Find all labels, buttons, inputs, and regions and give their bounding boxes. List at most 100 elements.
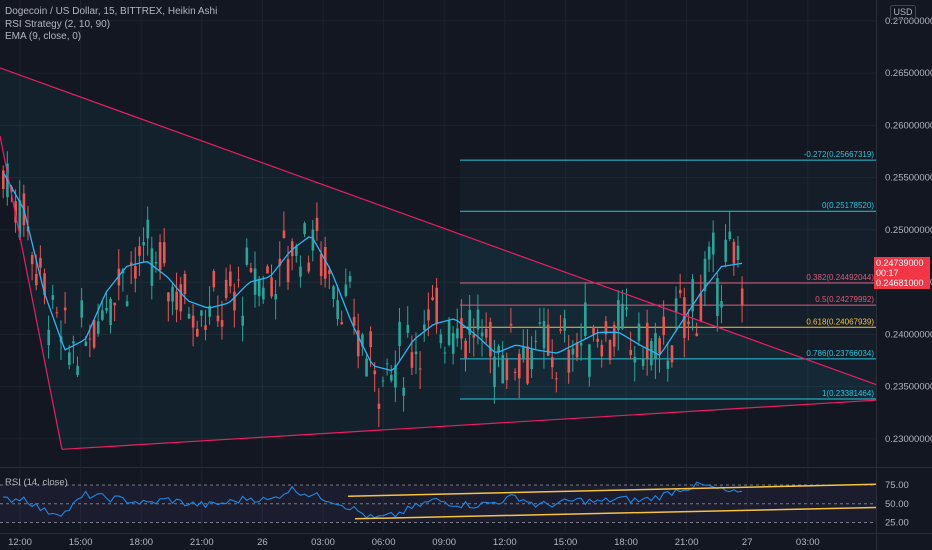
candle-body <box>423 324 426 331</box>
candle-body <box>105 307 108 311</box>
time-tick-label: 18:00 <box>129 537 153 548</box>
candle-body <box>612 324 616 347</box>
last-price: 0.24739000 <box>876 258 924 268</box>
candle-body <box>63 307 67 311</box>
candle-body <box>522 347 525 359</box>
candle-body <box>84 341 88 346</box>
bar-countdown: 00:17 <box>876 268 899 278</box>
candle-body <box>171 286 174 302</box>
candle-body <box>270 277 273 297</box>
rsi-pane <box>0 481 877 523</box>
candle-body <box>435 287 439 325</box>
candle-body <box>68 352 71 365</box>
rsi-upper-channel <box>347 483 877 497</box>
candle-body <box>414 351 418 355</box>
candle-body <box>571 348 575 355</box>
candle-body <box>208 305 211 317</box>
candle-body <box>596 338 599 342</box>
candle-body <box>670 345 674 363</box>
candle-body <box>146 219 150 239</box>
candle-body <box>691 279 694 312</box>
candle-body <box>720 301 723 308</box>
time-tick-label: 21:00 <box>675 537 699 548</box>
candle-body <box>678 289 682 294</box>
candle-body <box>509 323 513 326</box>
candle-body <box>505 359 509 381</box>
candle-body <box>493 356 496 387</box>
candle-body <box>608 340 612 360</box>
currency-button[interactable]: USD <box>890 5 916 20</box>
candle-body <box>162 242 166 264</box>
candle-body <box>427 309 430 321</box>
candle-body <box>443 352 447 354</box>
candle-body <box>35 273 38 286</box>
candle-body <box>295 246 298 256</box>
candle-body <box>150 248 154 286</box>
candle-body <box>385 363 389 365</box>
candle-body <box>266 266 269 274</box>
time-tick-label: 06:00 <box>372 537 396 548</box>
candle-body <box>262 287 265 300</box>
candle-body <box>113 302 117 306</box>
candle-body <box>447 320 451 346</box>
candle-body <box>167 292 170 302</box>
price-tick-label: 0.23000000 <box>885 434 932 445</box>
candle-body <box>381 380 385 382</box>
candle-body <box>323 247 327 279</box>
time-tick-label: 21:00 <box>190 537 214 548</box>
candle-body <box>617 300 620 330</box>
candle-body <box>361 334 364 347</box>
candle-body <box>154 262 158 264</box>
fib-level-label: 1(0.23381464) <box>822 389 874 398</box>
time-tick-label: 18:00 <box>614 537 638 548</box>
candle-body <box>724 239 727 262</box>
candle-body <box>402 387 405 396</box>
candle-body <box>592 326 595 335</box>
candle-body <box>604 321 608 335</box>
upper-trendline <box>0 67 877 386</box>
candle-body <box>666 360 670 369</box>
candle-body <box>332 286 335 300</box>
candle-body <box>431 297 434 300</box>
candle-body <box>303 223 306 235</box>
ema-polyline <box>2 172 743 372</box>
candle-body <box>224 279 228 298</box>
candle-body <box>517 353 521 379</box>
candle-body <box>286 259 290 283</box>
time-tick-label: 03:00 <box>796 537 820 548</box>
candle-body <box>257 279 261 297</box>
candle-body <box>687 321 690 325</box>
candle-body <box>158 242 162 271</box>
candle-body <box>575 342 579 358</box>
candle-body <box>76 365 79 376</box>
ema-line <box>2 172 743 372</box>
candle-body <box>394 365 397 388</box>
price-tick-label: 0.27000000 <box>885 16 932 27</box>
rsi-legend[interactable]: RSI (14, close) <box>5 477 68 488</box>
candle-body <box>344 284 348 296</box>
candle-body <box>542 321 546 349</box>
rsi-lower-channel <box>354 506 877 520</box>
candle-body <box>179 284 183 312</box>
trendlines <box>0 67 877 450</box>
candles <box>2 151 744 428</box>
lower-trendline <box>61 399 877 450</box>
candle-body <box>406 324 410 334</box>
candle-body <box>538 322 542 324</box>
price-tick-label: 0.23500000 <box>885 382 932 393</box>
candle-body <box>117 268 121 286</box>
candle-body <box>142 242 145 246</box>
price-tick-label: 0.25000000 <box>885 225 932 236</box>
candle-body <box>14 201 17 223</box>
candle-body <box>348 276 352 282</box>
candle-body <box>476 309 480 330</box>
candle-body <box>212 270 216 288</box>
candle-body <box>567 349 571 373</box>
candle-body <box>30 255 34 265</box>
candle-body <box>451 333 455 354</box>
time-tick-label: 15:00 <box>554 537 578 548</box>
candle-body <box>10 186 13 192</box>
candle-body <box>183 273 187 295</box>
candle-body <box>716 278 719 316</box>
